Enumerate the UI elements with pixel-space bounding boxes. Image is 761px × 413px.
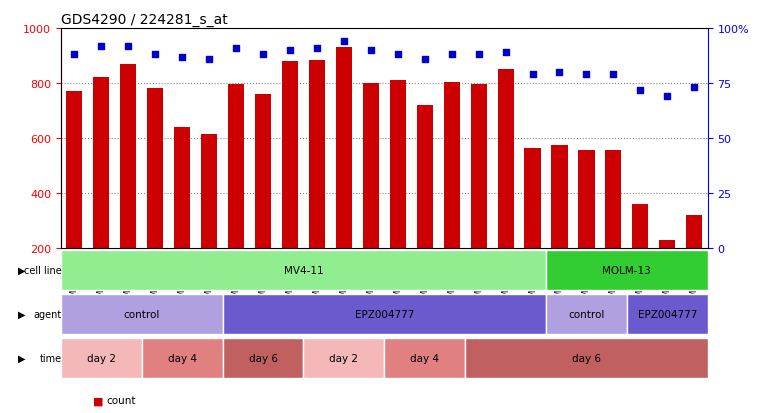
- Bar: [546, 294, 627, 334]
- Bar: [142, 338, 223, 378]
- Point: [634, 87, 646, 94]
- Bar: [546, 251, 708, 290]
- Text: control: control: [123, 309, 160, 319]
- Bar: [470, 85, 487, 303]
- Text: agent: agent: [33, 309, 62, 319]
- Point: [149, 52, 161, 59]
- Point: [257, 52, 269, 59]
- Bar: [61, 294, 222, 334]
- Text: day 2: day 2: [330, 353, 358, 363]
- Text: time: time: [40, 353, 62, 363]
- Text: MOLM-13: MOLM-13: [603, 265, 651, 275]
- Text: GDS4290 / 224281_s_at: GDS4290 / 224281_s_at: [61, 12, 228, 26]
- Bar: [390, 81, 406, 303]
- Bar: [417, 106, 433, 303]
- Point: [527, 72, 539, 78]
- Bar: [309, 60, 325, 303]
- Text: ▶: ▶: [18, 265, 26, 275]
- Point: [499, 50, 511, 56]
- Text: ▶: ▶: [18, 309, 26, 319]
- Text: day 6: day 6: [249, 353, 278, 363]
- Text: EPZ004777: EPZ004777: [355, 309, 414, 319]
- Bar: [605, 151, 622, 303]
- Bar: [61, 251, 546, 290]
- Point: [230, 45, 242, 52]
- Bar: [222, 338, 304, 378]
- Bar: [627, 294, 708, 334]
- Point: [688, 85, 700, 91]
- Point: [284, 47, 296, 54]
- Bar: [282, 62, 298, 303]
- Point: [123, 43, 135, 50]
- Point: [365, 47, 377, 54]
- Point: [310, 45, 323, 52]
- Bar: [444, 82, 460, 303]
- Point: [203, 56, 215, 63]
- Point: [68, 52, 81, 59]
- Bar: [686, 216, 702, 303]
- Bar: [632, 204, 648, 303]
- Bar: [120, 64, 136, 303]
- Bar: [201, 135, 217, 303]
- Bar: [659, 240, 676, 303]
- Point: [661, 94, 673, 100]
- Point: [95, 43, 107, 50]
- Point: [392, 52, 404, 59]
- Bar: [384, 338, 465, 378]
- Point: [473, 52, 485, 59]
- Text: ▶: ▶: [18, 353, 26, 363]
- Point: [553, 69, 565, 76]
- Bar: [174, 128, 190, 303]
- Bar: [147, 89, 164, 303]
- Text: day 2: day 2: [87, 353, 116, 363]
- Bar: [465, 338, 708, 378]
- Bar: [93, 78, 110, 303]
- Bar: [222, 294, 546, 334]
- Text: count: count: [107, 395, 135, 405]
- Bar: [498, 70, 514, 303]
- Text: MV4-11: MV4-11: [284, 265, 323, 275]
- Bar: [61, 338, 142, 378]
- Text: control: control: [568, 309, 605, 319]
- Bar: [336, 48, 352, 303]
- Bar: [524, 148, 540, 303]
- Bar: [363, 84, 379, 303]
- Text: day 4: day 4: [410, 353, 439, 363]
- Bar: [304, 338, 384, 378]
- Bar: [255, 95, 271, 303]
- Text: ■: ■: [93, 395, 103, 405]
- Text: day 6: day 6: [572, 353, 601, 363]
- Point: [419, 56, 431, 63]
- Bar: [228, 85, 244, 303]
- Text: cell line: cell line: [24, 265, 62, 275]
- Text: EPZ004777: EPZ004777: [638, 309, 697, 319]
- Point: [176, 54, 188, 61]
- Point: [607, 72, 619, 78]
- Bar: [578, 151, 594, 303]
- Bar: [552, 145, 568, 303]
- Bar: [66, 92, 82, 303]
- Text: day 4: day 4: [167, 353, 196, 363]
- Point: [581, 72, 593, 78]
- Point: [446, 52, 458, 59]
- Point: [338, 39, 350, 45]
